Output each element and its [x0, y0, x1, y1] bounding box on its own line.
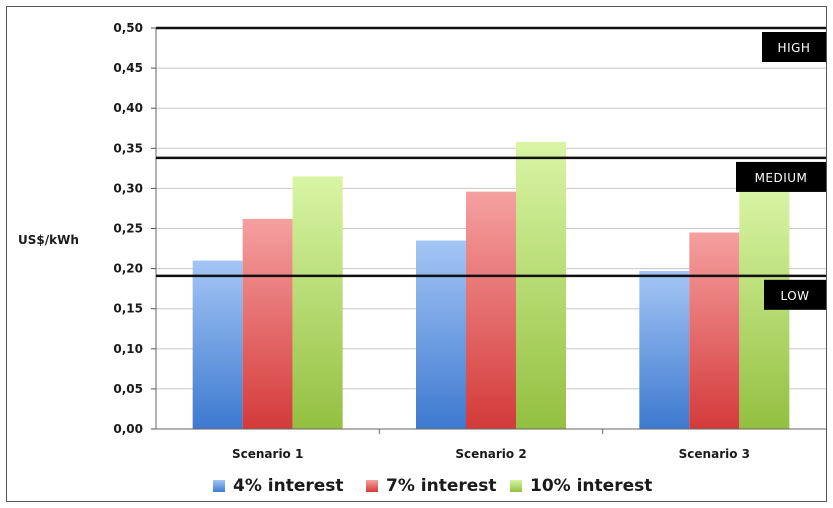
y-tick-label: 0,25 — [113, 222, 143, 236]
reference-label-box — [736, 161, 826, 192]
reference-label: HIGH — [778, 41, 811, 55]
y-tick-label: 0,30 — [113, 181, 143, 195]
legend-label: 4% interest — [233, 476, 344, 496]
reference-label: MEDIUM — [755, 171, 808, 185]
axes — [155, 28, 826, 434]
reference-label-box — [762, 32, 826, 62]
y-axis-title: US$/kWh — [18, 233, 79, 247]
bar-1-3 — [639, 271, 690, 429]
y-tick-label: 0,45 — [113, 61, 143, 75]
x-tick-label: Scenario 3 — [679, 447, 750, 461]
bar-2-2 — [466, 191, 516, 429]
legend-label: 7% interest — [386, 476, 497, 496]
y-tick-label: 0,00 — [113, 422, 143, 436]
legend-swatch — [366, 480, 378, 492]
bar-3-2 — [516, 141, 566, 429]
y-tick-labels: 0,00 0,05 0,10 0,15 0,20 0,25 0,30 0,35 0,40 0,45… — [113, 21, 143, 436]
legend-swatch — [213, 480, 225, 492]
bar-3-1 — [292, 176, 343, 429]
x-tick-labels: Scenario 1 Scenario 2 Scenario 3 — [232, 447, 750, 461]
y-tick-label: 0,40 — [113, 101, 143, 115]
reference-label: LOW — [780, 289, 809, 303]
bar-1-1 — [192, 260, 243, 429]
bars — [192, 141, 790, 429]
y-tick-label: 0,35 — [113, 141, 143, 155]
bar-2-1 — [242, 218, 293, 429]
y-tick-label: 0,05 — [113, 382, 143, 396]
y-tick-label: 0,50 — [113, 21, 143, 35]
x-tick-label: Scenario 1 — [232, 447, 303, 461]
bar-2-3 — [689, 232, 740, 429]
y-tick-label: 0,10 — [113, 342, 143, 356]
reference-lines: HIGH MEDIUM LOW — [156, 26, 826, 310]
legend-label: 10% interest — [530, 476, 652, 496]
reference-label-box — [764, 279, 826, 310]
y-tick-label: 0,20 — [113, 262, 143, 276]
legend: 4% interest 7% interest 10% interest — [213, 476, 652, 496]
y-tick-label: 0,15 — [113, 302, 143, 316]
bar-1-2 — [416, 240, 466, 429]
legend-swatch — [510, 480, 522, 492]
x-tick-label: Scenario 2 — [455, 447, 526, 461]
